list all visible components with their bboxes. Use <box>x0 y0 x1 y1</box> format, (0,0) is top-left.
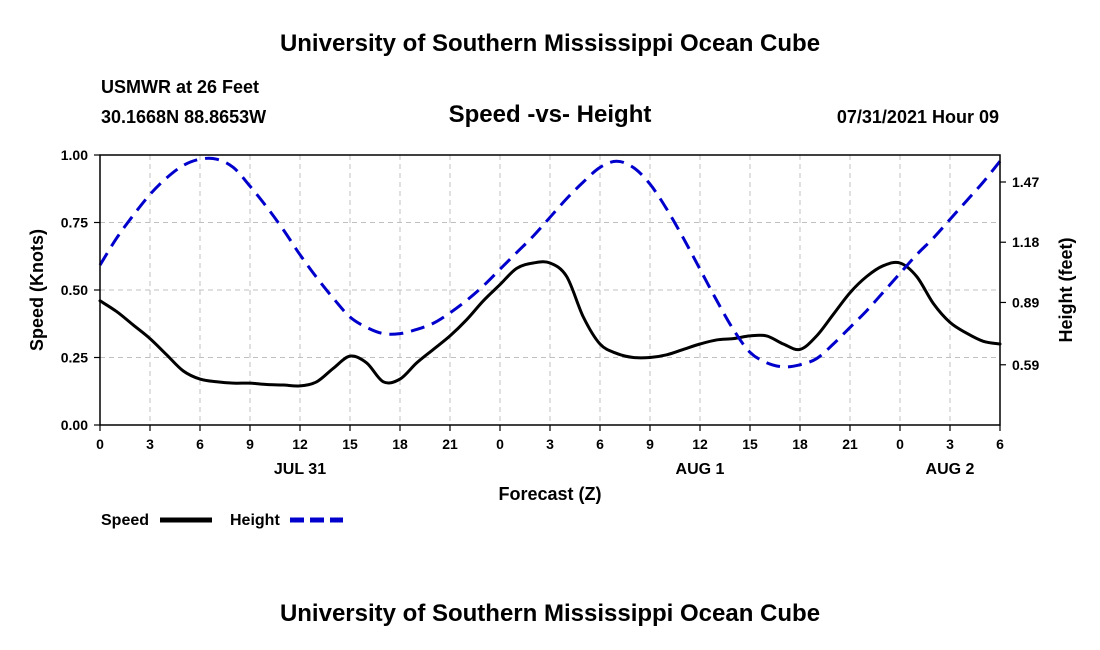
main-title: University of Southern Mississippi Ocean… <box>279 30 821 57</box>
series-height-line <box>98 156 1002 369</box>
y-axis-label: Speed (Knots) <box>27 229 47 351</box>
x-tick-label: 0 <box>96 436 104 452</box>
x-tick-label: 6 <box>596 436 604 452</box>
x-tick-label: 18 <box>792 436 808 452</box>
x-tick-label: 3 <box>946 436 954 452</box>
y-tick-label: 1.00 <box>61 147 88 163</box>
chart-title: Speed -vs- Height <box>448 101 652 128</box>
footer-title: University of Southern Mississippi Ocean… <box>279 600 821 627</box>
x-tick-label: 0 <box>896 436 904 452</box>
series-layer <box>98 156 1002 388</box>
y-tick-label: 0.75 <box>61 215 88 231</box>
x-axis-label: Forecast (Z) <box>498 484 601 504</box>
legend: Speed Height <box>101 512 343 529</box>
grid <box>100 155 1000 425</box>
datetime-label: 07/31/2021 Hour 09 <box>836 107 999 127</box>
station-label: USMWR at 26 Feet <box>101 77 260 97</box>
coordinates-label: 30.1668N 88.8653W <box>101 107 267 127</box>
legend-height-label: Height <box>230 512 280 529</box>
x-tick-label: 12 <box>692 436 708 452</box>
y2-axis-label: Height (feet) <box>1056 238 1076 343</box>
x-tick-label: 21 <box>842 436 858 452</box>
y-tick-label: 0.25 <box>61 350 88 366</box>
x-tick-label: 9 <box>246 436 254 452</box>
ticks: 0 3 6 9 12 15 18 21 0 3 6 9 12 15 18 21 0 3 6 JUL 31 AUG 1 AU… <box>61 147 1040 478</box>
x-tick-label: 3 <box>146 436 154 452</box>
x-tick-label: 6 <box>196 436 204 452</box>
x-tick-label: 6 <box>996 436 1004 452</box>
y2-tick-label: 0.59 <box>1012 357 1039 373</box>
x-tick-label: 3 <box>546 436 554 452</box>
y2-tick-label: 1.18 <box>1012 234 1039 250</box>
x-tick-label: 0 <box>496 436 504 452</box>
x-tick-label: 9 <box>646 436 654 452</box>
y-tick-label: 0.00 <box>61 417 88 433</box>
x-tick-label: 18 <box>392 436 408 452</box>
y-tick-label: 0.50 <box>61 282 88 298</box>
date-label: JUL 31 <box>274 461 326 478</box>
legend-speed-label: Speed <box>101 512 149 529</box>
x-tick-label: 12 <box>292 436 308 452</box>
series-speed-line <box>98 260 1002 388</box>
x-tick-label: 15 <box>742 436 758 452</box>
x-tick-label: 15 <box>342 436 358 452</box>
y2-tick-label: 0.89 <box>1012 294 1039 310</box>
date-label: AUG 2 <box>926 461 975 478</box>
x-tick-label: 21 <box>442 436 458 452</box>
date-label: AUG 1 <box>676 461 725 478</box>
y2-tick-label: 1.47 <box>1012 174 1039 190</box>
